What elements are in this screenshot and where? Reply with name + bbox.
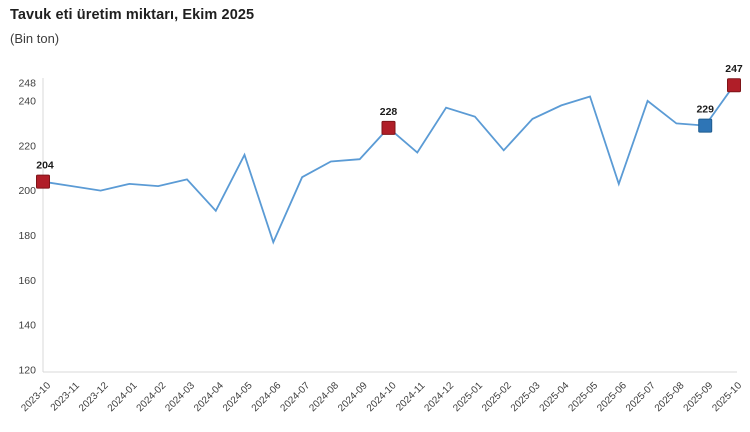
x-tick-label: 2025-08 <box>653 380 687 414</box>
x-tick-label: 2024-09 <box>336 380 370 414</box>
annotated-point: 204 <box>36 160 54 189</box>
x-tick-label: 2024-01 <box>106 380 140 414</box>
point-marker <box>698 118 713 133</box>
x-tick-label: 2024-10 <box>365 380 399 414</box>
x-tick-label: 2024-12 <box>422 380 456 414</box>
x-tick-label: 2025-10 <box>710 380 744 414</box>
x-tick-label: 2023-10 <box>19 380 53 414</box>
point-label: 229 <box>696 104 714 116</box>
x-tick-label: 2024-03 <box>163 380 197 414</box>
x-tick-label: 2025-04 <box>538 380 572 414</box>
x-tick-label: 2023-11 <box>49 380 83 414</box>
x-tick-label: 2025-03 <box>509 380 543 414</box>
x-tick-label: 2024-05 <box>221 380 255 414</box>
point-marker <box>727 78 741 93</box>
point-marker <box>381 120 396 135</box>
chart-subtitle: (Bin ton) <box>10 31 60 46</box>
x-tick-label: 2023-12 <box>77 380 111 414</box>
x-tick-label: 2024-11 <box>394 380 428 414</box>
y-tick-label: 140 <box>18 320 36 332</box>
x-axis: 2023-102023-112023-122024-012024-022024-… <box>19 371 744 414</box>
x-tick-label: 2025-07 <box>624 380 658 414</box>
chart-title: Tavuk eti üretim miktarı, Ekim 2025 <box>10 7 255 23</box>
point-label: 204 <box>36 160 54 172</box>
point-label: 228 <box>380 106 398 118</box>
x-tick-label: 2025-01 <box>451 380 485 414</box>
x-tick-label: 2024-07 <box>279 380 313 414</box>
x-tick-label: 2024-04 <box>192 380 226 414</box>
y-tick-label: 240 <box>18 95 36 107</box>
x-tick-label: 2025-09 <box>682 380 716 414</box>
x-tick-label: 2024-02 <box>135 380 169 414</box>
annotated-point: 228 <box>380 106 398 135</box>
y-tick-label: 120 <box>18 365 36 377</box>
y-axis: 248 240 220 200 180 160 140 120 <box>18 78 44 377</box>
y-tick-label: 248 <box>18 78 36 90</box>
y-tick-label: 180 <box>18 230 36 242</box>
annotated-point: 247 <box>725 63 743 93</box>
point-marker <box>36 174 50 189</box>
y-tick-label: 160 <box>18 275 36 287</box>
x-tick-label: 2025-02 <box>480 380 514 414</box>
point-label: 247 <box>725 63 743 75</box>
x-tick-label: 2024-08 <box>307 380 341 414</box>
x-tick-label: 2024-06 <box>250 380 284 414</box>
x-tick-label: 2025-05 <box>566 380 600 414</box>
y-tick-label: 200 <box>18 185 36 197</box>
annotated-point: 229 <box>696 104 714 133</box>
x-tick-label: 2025-06 <box>595 380 629 414</box>
y-tick-label: 220 <box>18 140 36 152</box>
